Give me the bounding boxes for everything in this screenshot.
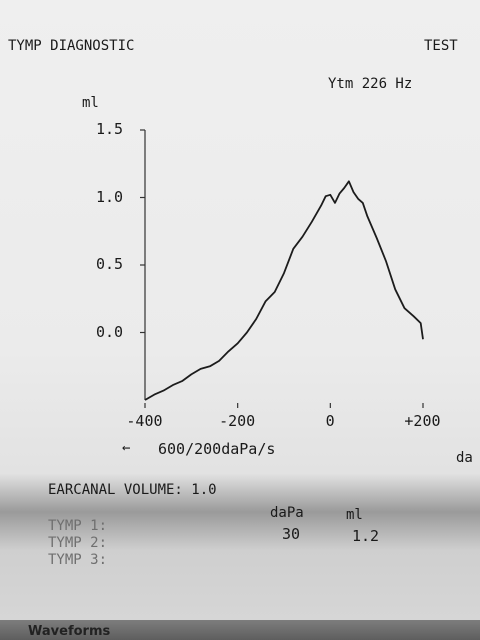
y-tick-label: 0.5 — [96, 255, 124, 273]
x-tick-label: +200 — [404, 412, 441, 430]
sweep-rate: 600/200daPa/s — [158, 440, 276, 458]
sweep-arrow: ← — [122, 440, 131, 456]
y-axis-label: ml — [82, 95, 99, 111]
bottom-strip — [0, 620, 480, 640]
x-tick-label: 0 — [325, 412, 335, 430]
tympanogram-curve — [144, 180, 424, 401]
x-tick-label: -400 — [126, 412, 163, 430]
test-label: TEST — [424, 38, 458, 54]
y-tick-label: 1.5 — [96, 120, 124, 138]
x-tick-label: -200 — [219, 412, 256, 430]
tymp-1-dapa: 30 — [282, 525, 301, 543]
earcanal-volume: EARCANAL VOLUME: 1.0 — [48, 482, 217, 498]
tymp-1-ml: 1.2 — [352, 527, 380, 545]
y-ticks — [140, 129, 145, 334]
tymp-2-label: TYMP 2: — [48, 535, 108, 551]
probe-frequency: Ytm 226 Hz — [328, 76, 413, 92]
tymp-1-label: TYMP 1: — [48, 518, 108, 534]
x-ticks — [144, 403, 424, 408]
y-tick-label: 0.0 — [96, 322, 124, 341]
column-header-ml: ml — [346, 507, 363, 523]
page-title: TYMP DIAGNOSTIC — [8, 38, 135, 54]
y-tick-label: 1.0 — [96, 187, 124, 206]
waveforms-label: Waveforms — [28, 624, 111, 639]
x-axis-label: da — [456, 450, 473, 466]
tymp-3-label: TYMP 3: — [48, 552, 108, 568]
column-header-dapa: daPa — [270, 505, 304, 521]
